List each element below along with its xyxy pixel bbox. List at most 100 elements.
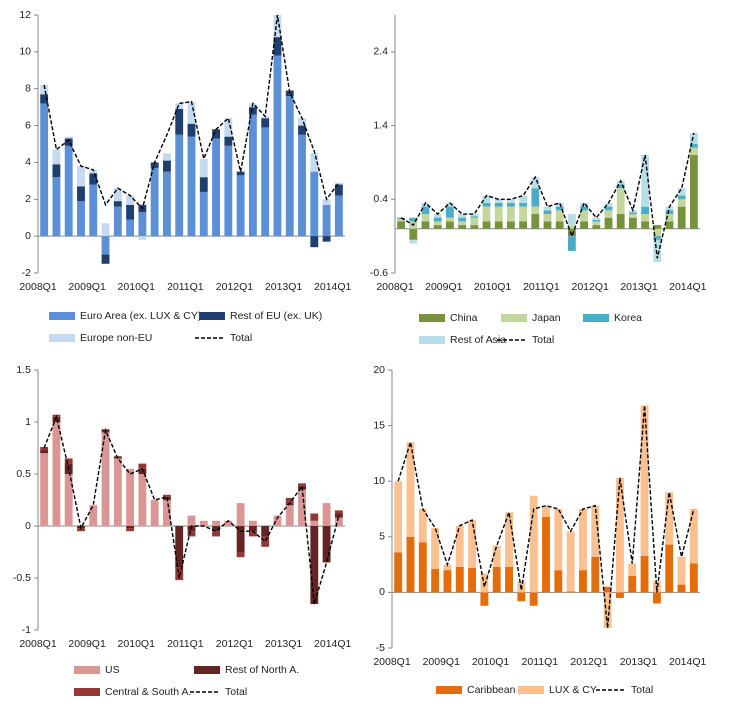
bar: [628, 212, 637, 215]
legend-swatch: [74, 688, 100, 696]
bar: [506, 199, 515, 203]
x-tick-label: 2009Q1: [68, 281, 106, 293]
bar: [641, 155, 650, 207]
y-tick-label: 12: [19, 9, 31, 21]
bar: [406, 536, 415, 593]
bar: [101, 236, 110, 255]
bar: [52, 149, 61, 165]
bar: [236, 552, 245, 558]
total-line: [43, 14, 340, 210]
bar: [248, 107, 257, 115]
y-tick-label: 0.4: [373, 193, 388, 205]
bar: [40, 85, 49, 95]
bar: [394, 481, 403, 553]
bar: [52, 422, 61, 526]
bar: [236, 503, 245, 526]
bar: [52, 164, 61, 178]
bar: [77, 186, 85, 202]
bar: [616, 184, 625, 189]
x-tick-label: 2012Q1: [216, 281, 254, 293]
bar: [421, 202, 430, 207]
bar: [567, 225, 576, 229]
x-tick-label: 2012Q1: [572, 281, 610, 293]
bar: [138, 236, 147, 240]
bar: [531, 214, 540, 229]
y-tick-label: 4: [25, 156, 31, 168]
x-tick-label: 2011Q1: [167, 281, 204, 293]
bar: [175, 526, 184, 568]
bar: [421, 206, 430, 215]
bar: [543, 214, 552, 222]
bar: [101, 223, 110, 237]
bar: [126, 468, 135, 526]
bar: [409, 239, 418, 244]
bar: [101, 432, 110, 526]
y-tick-label: 10: [373, 475, 385, 487]
legend-label: Total: [631, 684, 653, 696]
total-line: [43, 414, 340, 605]
bar: [126, 204, 135, 220]
bar: [310, 171, 319, 237]
bar: [531, 177, 540, 189]
bar: [677, 206, 686, 229]
bar: [273, 515, 282, 526]
bar: [603, 586, 612, 593]
bar: [187, 515, 196, 526]
bar: [433, 214, 442, 218]
bar: [113, 201, 122, 207]
bar: [566, 531, 575, 592]
bar: [482, 195, 491, 203]
bar: [187, 101, 196, 124]
bar: [554, 570, 563, 593]
legend-swatch: [74, 666, 100, 674]
total-line: [400, 132, 695, 259]
y-tick-label: 1.4: [373, 119, 388, 131]
bar: [519, 195, 528, 203]
legend-swatch: [419, 314, 445, 322]
x-tick-label: 2011Q1: [522, 656, 559, 668]
bar: [567, 236, 576, 251]
y-tick-label: -0.5: [13, 572, 31, 584]
bar: [519, 221, 528, 229]
bar: [458, 214, 467, 218]
y-tick-label: 2.4: [373, 46, 388, 58]
bar: [494, 206, 503, 222]
bar: [199, 520, 208, 526]
y-tick-label: 0: [25, 520, 31, 532]
y-tick-label: 0: [379, 586, 385, 598]
bar: [458, 217, 467, 222]
bar: [418, 509, 427, 543]
bar: [64, 474, 73, 526]
bar: [40, 450, 49, 454]
bar: [529, 495, 538, 593]
bar: [150, 167, 159, 237]
bar: [482, 202, 491, 207]
y-tick-label: -1: [22, 624, 31, 636]
bar: [455, 566, 464, 593]
bar: [64, 145, 73, 237]
bar: [163, 494, 171, 497]
bar: [579, 570, 587, 593]
bar: [334, 517, 343, 526]
bar: [480, 592, 489, 606]
y-tick-label: -0.6: [370, 267, 388, 279]
bar: [592, 217, 601, 220]
bar: [616, 214, 625, 229]
bar: [261, 118, 270, 128]
bar: [665, 221, 674, 229]
bar: [519, 206, 528, 222]
bar: [566, 591, 575, 593]
bar: [248, 520, 257, 526]
bar: [641, 221, 650, 229]
bar: [285, 497, 294, 504]
bar: [138, 212, 147, 237]
y-tick-label: 0: [25, 230, 31, 242]
bar: [592, 219, 601, 222]
bar: [175, 108, 184, 135]
bar: [64, 138, 73, 146]
bar: [187, 136, 196, 237]
bar: [492, 566, 501, 593]
bar: [542, 505, 550, 517]
bar: [224, 118, 233, 137]
bar: [482, 206, 491, 222]
